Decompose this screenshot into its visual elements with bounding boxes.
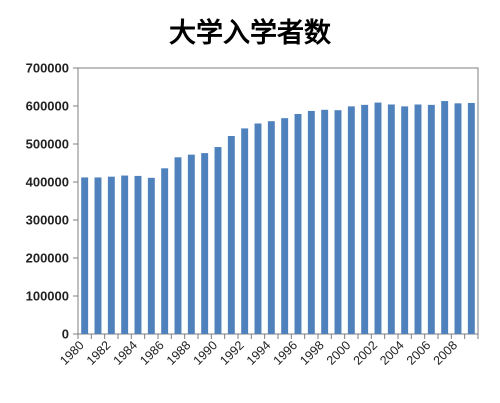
bar-2004: [401, 106, 409, 334]
bar-1983: [121, 175, 129, 334]
x-tick-label: 2000: [324, 338, 354, 368]
x-tick-label: 2002: [351, 338, 381, 368]
x-tick-label: 1988: [164, 338, 194, 368]
bar-2002: [374, 102, 382, 334]
bars: [81, 101, 475, 335]
y-tick-label: 600000: [26, 99, 69, 114]
x-tick-label: 1992: [217, 338, 247, 368]
bar-1996: [294, 113, 302, 334]
bar-1989: [201, 153, 209, 334]
bar-1988: [187, 154, 195, 334]
bar-1986: [161, 168, 169, 334]
x-tick-label: 1986: [137, 338, 167, 368]
x-tick-label: 1982: [84, 338, 114, 368]
bar-1987: [174, 157, 182, 334]
bar-2001: [361, 104, 369, 334]
bar-2006: [427, 104, 435, 334]
y-tick-label: 0: [62, 327, 69, 342]
y-tick-label: 300000: [26, 213, 69, 228]
bar-1992: [241, 128, 249, 334]
bar-2005: [414, 104, 422, 334]
chart-title: 大学入学者数: [169, 17, 332, 49]
bar-1982: [107, 176, 115, 334]
x-axis: 1980198219841986198819901992199419961998…: [57, 334, 479, 368]
bar-1990: [214, 147, 222, 334]
bar-1993: [254, 123, 262, 334]
y-tick-label: 400000: [26, 175, 69, 190]
bar-1981: [94, 177, 102, 334]
bar-1997: [307, 110, 315, 334]
x-tick-label: 1994: [244, 338, 274, 368]
x-tick-label: 1980: [57, 338, 87, 368]
x-tick-label: 2006: [404, 338, 434, 368]
bar-2008: [454, 103, 462, 334]
bar-2000: [347, 106, 355, 334]
bar-1995: [281, 118, 289, 334]
bar-2003: [387, 104, 395, 334]
y-tick-label: 500000: [26, 137, 69, 152]
bar-2007: [441, 101, 449, 334]
bar-1984: [134, 175, 142, 334]
bar-1980: [81, 177, 89, 334]
y-axis: 0 100000 200000 300000 400000 500000 600000 700…: [26, 61, 78, 342]
y-tick-label: 700000: [26, 61, 69, 76]
x-tick-label: 1984: [111, 338, 141, 368]
x-tick-label: 2008: [431, 338, 461, 368]
x-tick-label: 1996: [271, 338, 301, 368]
x-tick-label: 2004: [377, 338, 407, 368]
bar-1998: [321, 109, 329, 334]
bar-1999: [334, 110, 342, 335]
bar-1985: [147, 177, 155, 334]
y-tick-label: 100000: [26, 289, 69, 304]
bar-2009: [467, 102, 475, 335]
y-tick-label: 200000: [26, 251, 69, 266]
bar-1994: [267, 121, 275, 334]
bar-1991: [227, 136, 235, 334]
x-tick-label: 1998: [297, 338, 327, 368]
x-tick-label: 1990: [191, 338, 221, 368]
